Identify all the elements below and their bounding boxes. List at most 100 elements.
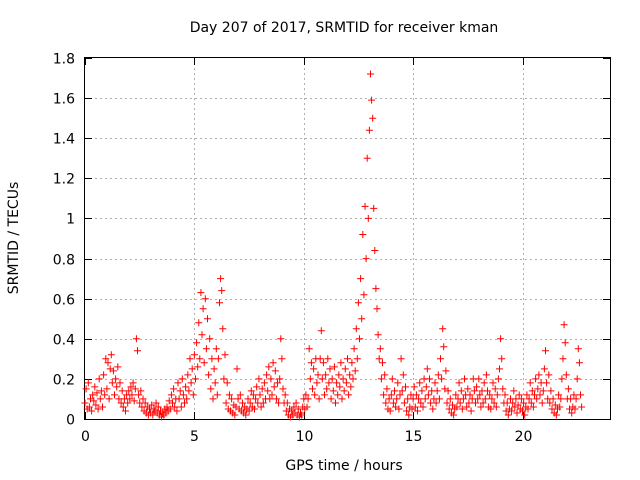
data-point <box>571 405 579 413</box>
data-point <box>419 403 427 411</box>
data-point <box>179 391 187 399</box>
data-point <box>306 375 314 383</box>
data-point <box>354 299 362 307</box>
data-point <box>141 399 149 407</box>
data-point <box>552 411 560 419</box>
data-point <box>394 379 402 387</box>
data-point <box>267 375 275 383</box>
data-point <box>388 375 396 383</box>
data-point <box>246 399 254 407</box>
data-point <box>438 375 446 383</box>
data-point <box>546 399 554 407</box>
data-point <box>348 359 356 367</box>
data-point <box>236 391 244 399</box>
data-point <box>369 114 377 122</box>
data-point <box>95 375 103 383</box>
data-point <box>186 355 194 363</box>
data-point <box>368 96 376 104</box>
data-point <box>342 379 350 387</box>
data-point <box>351 367 359 375</box>
data-point <box>337 359 345 367</box>
data-point <box>183 395 191 403</box>
data-point <box>333 379 341 387</box>
data-point <box>122 407 129 415</box>
data-point <box>336 383 344 391</box>
data-point <box>391 387 398 395</box>
x-axis-title: GPS time / hours <box>285 458 402 474</box>
data-point <box>398 387 406 395</box>
data-point <box>360 291 368 299</box>
data-point <box>465 399 473 407</box>
data-point <box>311 391 319 399</box>
data-point <box>466 391 474 399</box>
data-point <box>323 385 331 393</box>
data-point <box>257 403 265 411</box>
data-point <box>346 371 354 379</box>
data-point <box>152 399 160 407</box>
data-point <box>570 391 578 399</box>
data-point <box>525 395 533 403</box>
data-point <box>99 403 106 411</box>
data-point <box>234 395 242 403</box>
y-tick-label: 0.8 <box>53 253 75 269</box>
data-point <box>324 355 332 363</box>
data-point <box>109 367 117 375</box>
data-point <box>192 375 199 383</box>
data-point <box>304 395 312 403</box>
data-point <box>350 345 358 353</box>
data-point <box>193 339 201 347</box>
data-point <box>432 399 440 407</box>
chart-title: Day 207 of 2017, SRMTID for receiver kma… <box>190 20 499 36</box>
data-point <box>310 365 318 373</box>
data-point <box>481 395 489 403</box>
data-point <box>84 379 92 387</box>
data-point <box>476 391 484 399</box>
y-tick-label: 1.2 <box>53 172 75 188</box>
data-point <box>373 305 381 313</box>
data-point <box>233 365 241 373</box>
data-point <box>393 395 401 403</box>
data-point <box>119 403 127 411</box>
data-point <box>176 387 184 395</box>
data-point <box>560 321 568 329</box>
data-point <box>527 399 535 407</box>
data-point <box>253 383 261 391</box>
data-point <box>303 403 311 411</box>
data-point <box>418 387 426 395</box>
data-point <box>376 345 384 353</box>
data-point <box>382 399 390 407</box>
data-point <box>315 395 323 403</box>
data-point <box>540 365 548 373</box>
data-series <box>81 70 586 421</box>
data-point <box>166 405 174 413</box>
data-point <box>509 399 517 407</box>
data-point <box>175 395 183 403</box>
data-point <box>190 351 198 359</box>
data-point <box>111 391 118 399</box>
data-point <box>372 285 380 293</box>
data-point <box>405 411 413 419</box>
data-point <box>114 363 122 371</box>
data-point <box>194 363 202 371</box>
data-point <box>96 395 104 403</box>
data-point <box>493 391 501 399</box>
data-point <box>294 405 302 413</box>
data-point <box>542 347 549 355</box>
data-point <box>456 399 464 407</box>
data-point <box>361 202 369 210</box>
data-point <box>439 325 447 333</box>
data-point <box>340 387 348 395</box>
data-point <box>437 355 444 363</box>
data-point <box>276 375 284 383</box>
data-point <box>298 411 306 419</box>
data-point <box>322 371 330 379</box>
data-point <box>255 375 263 383</box>
y-tick-label: 0 <box>66 413 75 429</box>
x-tick-label: 5 <box>190 429 199 445</box>
data-point <box>410 383 418 391</box>
data-point <box>362 255 370 263</box>
data-point <box>231 411 239 419</box>
data-point <box>314 371 322 379</box>
data-point <box>539 387 547 395</box>
